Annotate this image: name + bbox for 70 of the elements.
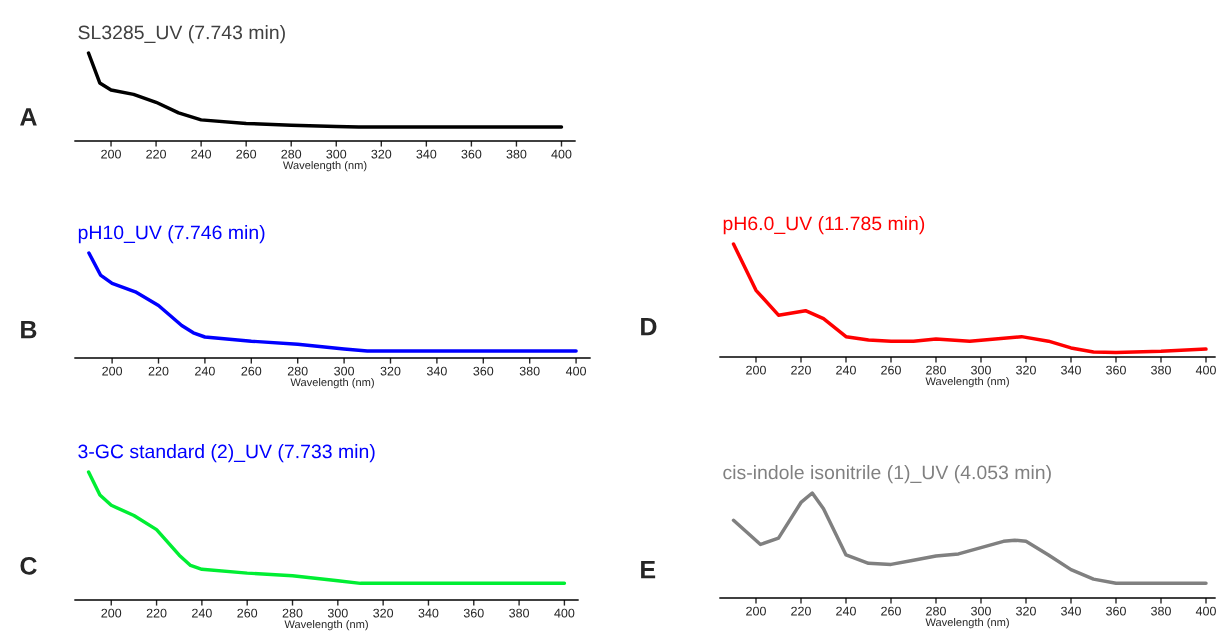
x-axis-title: Wavelength (nm) — [282, 160, 367, 172]
x-tick-label: 300 — [326, 149, 347, 159]
x-tick-label: 240 — [192, 608, 212, 618]
chart-title: 3-GC standard (2)_UV (7.733 min) — [78, 444, 375, 463]
x-tick-label: 220 — [791, 365, 811, 375]
x-tick-label: 300 — [327, 608, 348, 618]
x-tick-label: 260 — [881, 606, 901, 616]
x-tick-label: 380 — [509, 608, 530, 618]
x-tick-label: 200 — [102, 366, 123, 376]
x-tick-label: 300 — [334, 366, 355, 376]
x-axis-title: Wavelength (nm) — [925, 617, 1009, 629]
x-tick-label: 340 — [426, 366, 447, 376]
x-axis-title: Wavelength (nm) — [290, 377, 374, 389]
x-tick-label: 360 — [1106, 365, 1126, 375]
x-tick-label: 220 — [791, 606, 811, 616]
x-tick-label: 360 — [461, 149, 482, 159]
chart-title: pH10_UV (7.746 min) — [78, 225, 265, 244]
x-tick-label: 360 — [473, 366, 494, 376]
x-tick-label: 380 — [1151, 606, 1171, 616]
x-tick-label: 300 — [971, 606, 991, 616]
x-tick-label: 340 — [1061, 606, 1081, 616]
x-tick-label: 200 — [101, 149, 121, 159]
x-tick-label: 340 — [416, 149, 437, 159]
chart-title: SL3285_UV (7.743 min) — [78, 25, 285, 44]
x-tick-label: 200 — [101, 608, 122, 618]
x-tick-label: 340 — [418, 608, 439, 618]
chart-title: pH6.0_UV (11.785 min) — [723, 216, 925, 235]
x-tick-label: 260 — [241, 366, 262, 376]
x-axis-title: Wavelength (nm) — [284, 619, 368, 631]
x-tick-label: 220 — [148, 366, 169, 376]
text: B — [21, 321, 37, 339]
x-tick-label: 280 — [281, 149, 302, 159]
x-tick-label: 240 — [836, 365, 856, 375]
x-tick-label: 380 — [519, 366, 540, 376]
x-tick-label: 220 — [146, 608, 167, 618]
x-tick-label: 240 — [195, 366, 215, 376]
x-tick-label: 320 — [373, 608, 394, 618]
x-tick-label: 380 — [506, 149, 527, 159]
x-tick-label: 320 — [1016, 606, 1036, 616]
x-tick-label: 240 — [836, 606, 856, 616]
x-tick-label: 400 — [551, 149, 572, 159]
x-tick-label: 320 — [380, 366, 401, 376]
x-tick-label: 340 — [1061, 365, 1081, 375]
x-tick-label: 320 — [1016, 365, 1036, 375]
text: A — [20, 108, 37, 126]
x-tick-label: 220 — [146, 149, 167, 159]
x-tick-label: 380 — [1151, 365, 1171, 375]
x-tick-label: 280 — [926, 365, 946, 375]
x-tick-label: 400 — [1195, 365, 1216, 375]
x-tick-label: 260 — [237, 608, 258, 618]
x-tick-label: 200 — [746, 606, 766, 616]
text: C — [20, 557, 37, 575]
chart-title: cis-indole isonitrile (1)_UV (4.053 min) — [723, 465, 1051, 484]
x-tick-label: 280 — [282, 608, 303, 618]
x-tick-label: 320 — [371, 149, 392, 159]
x-tick-label: 280 — [287, 366, 308, 376]
x-tick-label: 200 — [746, 365, 766, 375]
text: D — [641, 318, 657, 336]
x-tick-label: 260 — [236, 149, 257, 159]
x-tick-label: 360 — [463, 608, 484, 618]
x-tick-label: 400 — [554, 608, 575, 618]
x-tick-label: 400 — [565, 366, 587, 376]
x-tick-label: 400 — [1195, 606, 1216, 616]
text: E — [641, 561, 656, 579]
x-tick-label: 260 — [881, 365, 901, 375]
x-tick-label: 360 — [1106, 606, 1126, 616]
x-axis-title: Wavelength (nm) — [925, 376, 1009, 388]
x-tick-label: 240 — [191, 149, 212, 159]
x-tick-label: 300 — [971, 365, 991, 375]
x-tick-label: 280 — [926, 606, 946, 616]
